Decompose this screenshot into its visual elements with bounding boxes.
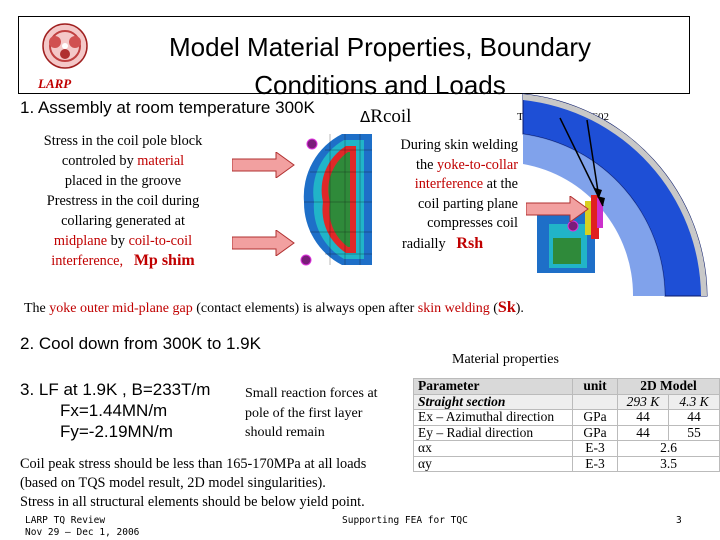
fy-value: Fy=-2.19MN/m	[60, 422, 173, 441]
title-line-1: Model Material Properties, Boundary	[169, 32, 591, 62]
delta-symbol: Δ	[360, 108, 371, 126]
page-number: 3	[676, 515, 682, 526]
section3-heading: 3. LF at 1.9K , B=233T/m	[20, 380, 211, 399]
table-row: αx E-3 2.6	[413, 440, 720, 457]
peak-stress-text: Coil peak stress should be less than 165…	[20, 456, 367, 510]
skin-welding-text: During skin welding the yoke-to-collar i…	[378, 136, 518, 254]
pole-line-2: controled by material	[61, 153, 185, 169]
skin-line-1: During skin welding	[400, 137, 518, 153]
header-2d-model: 2D Model	[617, 378, 720, 395]
skin-line-5: compresses coil	[427, 215, 518, 231]
reaction-forces-text: Small reaction forces at pole of the fir…	[245, 386, 378, 440]
title-line-2: Conditions and Loads	[254, 70, 506, 100]
table-row: Straight section 293 K 4.3 K	[413, 393, 720, 410]
section3-block: 3. LF at 1.9K , B=233T/m Fx=1.44MN/m Fy=…	[20, 379, 210, 442]
logo-text: LARP	[38, 76, 72, 91]
mp-shim-label: Mp shim	[133, 252, 195, 269]
title-frame	[18, 16, 690, 94]
pole-line-6: midplane by coil-to-coil	[53, 233, 193, 249]
table-row: Ey – Radial direction GPa 44 55	[413, 424, 720, 441]
sk-label: Sk	[497, 299, 516, 316]
fx-value: Fx=1.44MN/m	[60, 401, 168, 420]
pole-line-3: placed in the groove	[64, 173, 182, 189]
arrow-right-icon	[232, 152, 295, 178]
rsh-label: Rsh	[456, 234, 484, 252]
coil-mesh-image	[300, 134, 372, 266]
page-title: Model Material Properties, Boundary Cond…	[110, 28, 650, 104]
section2-heading: 2. Cool down from 300K to 1.9K	[20, 334, 261, 353]
table-row: Ex – Azimuthal direction GPa 44 44	[413, 409, 720, 426]
header-unit: unit	[572, 378, 618, 395]
section1-heading: 1. Assembly at room temperature 300K	[20, 98, 315, 117]
skin-line-6: radially Rsh	[402, 234, 484, 252]
footer-center: Supporting FEA for TQC	[342, 515, 468, 526]
pole-line-7: interference, Mp shim	[51, 252, 195, 269]
rcoil-text: Rcoil	[370, 106, 412, 127]
delta-rcoil-label: ΔRcoil	[360, 106, 411, 128]
table-row: αy E-3 3.5	[413, 455, 720, 472]
arrow-right-icon	[232, 230, 295, 256]
material-properties-label: Material properties	[452, 352, 559, 367]
skin-line-4: coil parting plane	[417, 195, 518, 212]
larp-logo-icon	[42, 23, 88, 69]
footer-left: LARP TQ Review Nov 29 – Dec 1, 2006	[25, 515, 140, 538]
table-header-row: Parameter unit 2D Model	[413, 378, 720, 395]
pole-line-4: Prestress in the coil during	[46, 193, 200, 209]
skin-line-3: interference at the	[414, 176, 518, 192]
pole-line-1: Stress in the coil pole block	[43, 133, 203, 149]
yoke-mesh-image	[522, 93, 708, 297]
pole-stress-text: Stress in the coil pole block controled …	[20, 131, 226, 271]
yoke-gap-text: The yoke outer mid-plane gap (contact el…	[24, 299, 524, 316]
pole-line-5: collaring generated at	[61, 213, 185, 229]
skin-line-2: the yoke-to-collar	[415, 156, 518, 173]
header-parameter: Parameter	[413, 378, 573, 395]
arrow-right-icon	[526, 196, 589, 222]
material-properties-table: Parameter unit 2D Model Straight section…	[413, 378, 720, 472]
